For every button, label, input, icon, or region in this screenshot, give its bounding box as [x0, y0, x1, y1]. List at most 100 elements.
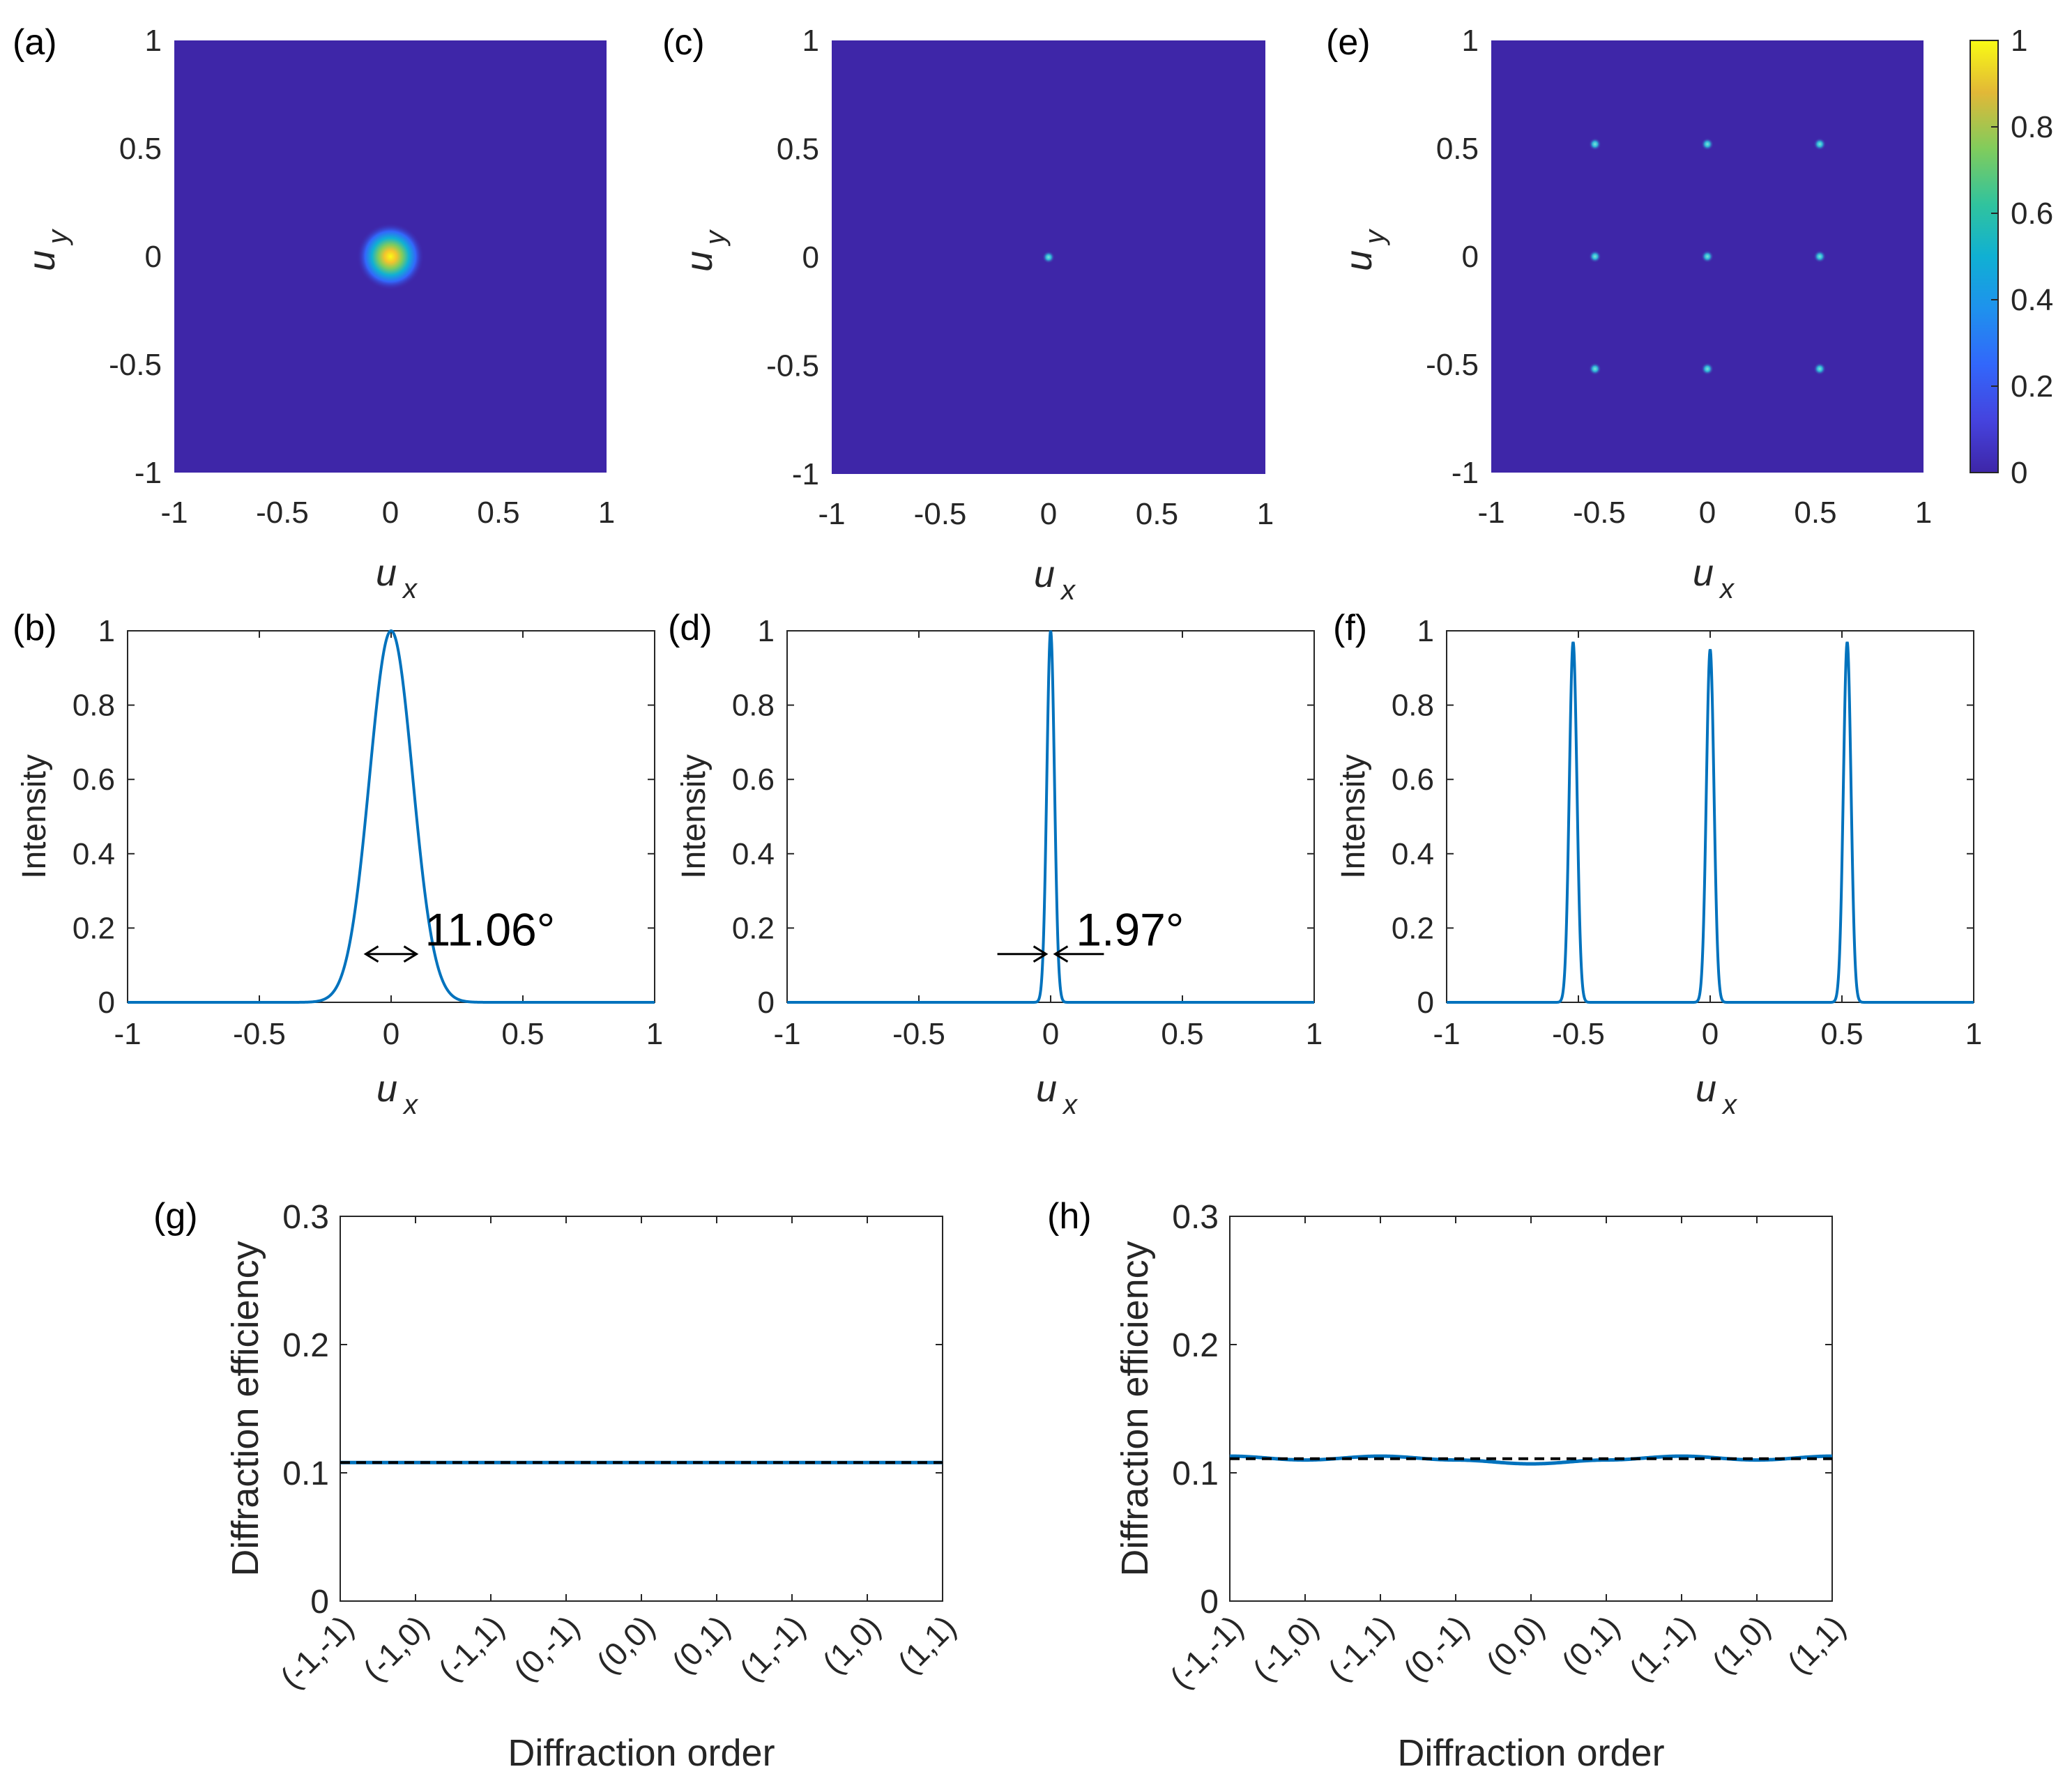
panel-label-g: (g): [153, 1196, 198, 1237]
fwhm-arrow-head-right: [403, 945, 419, 963]
intensity-curve: [128, 629, 655, 1004]
x-tick-label: (-1,0): [1246, 1608, 1325, 1688]
x-axis-label-subscript: x: [402, 574, 418, 604]
colorbar-tick-label: 1: [2011, 24, 2027, 58]
y-tick-label: 0.4: [1392, 837, 1434, 871]
y-tick-label: 0: [145, 240, 162, 274]
x-tick-label: -0.5: [1552, 1017, 1605, 1051]
y-tick-label: 0.1: [282, 1455, 329, 1492]
y-axis-label: u: [21, 250, 63, 271]
x-tick-label: (-1,1): [432, 1608, 511, 1688]
y-tick-label: 0.3: [282, 1199, 329, 1236]
x-axis-label: u: [376, 1068, 397, 1110]
y-tick-label: 1: [758, 614, 775, 648]
panel-label-e: (e): [1326, 22, 1371, 63]
efficiency-panel-h: 0 0.1 0.2 0.3 (-1,-1)(-1,0)(-1,1)(0,-1) (0,0)…: [1114, 1199, 1852, 1774]
x-tick-label: (1,0): [1705, 1608, 1777, 1681]
y-tick-label: 0.5: [1436, 132, 1479, 166]
y-tick-label: -1: [135, 456, 162, 490]
x-tick-label: 0: [1042, 1017, 1059, 1051]
x-tick-label: -1: [114, 1017, 141, 1051]
x-tick-label: -1: [160, 496, 188, 530]
x-tick-label: 0.5: [1820, 1017, 1863, 1051]
x-tick-label: 0.5: [501, 1017, 544, 1051]
y-tick-label: 0: [1417, 986, 1434, 1020]
line-panel-d: -1 -0.5 0 0.5 1 0 0.2 0.4 0.6 0.8 1 u x Intensity 1.97…: [676, 614, 1323, 1120]
x-axis-label: Diffraction order: [508, 1732, 775, 1774]
x-tick-label: (1,1): [890, 1608, 963, 1681]
x-tick-label: -1: [773, 1017, 800, 1051]
intensity-spot: [1813, 362, 1827, 376]
y-tick-label: 0.5: [777, 132, 819, 167]
x-tick-label: -0.5: [1573, 496, 1626, 530]
x-axis-label: u: [1693, 552, 1714, 594]
x-tick-label: (0,1): [1554, 1608, 1627, 1681]
intensity-spot: [1588, 250, 1601, 263]
x-tick-label: (-1,-1): [273, 1608, 360, 1695]
x-axis-label-subscript: x: [1060, 575, 1076, 606]
panel-label-h: (h): [1047, 1196, 1092, 1237]
intensity-spot: [1813, 250, 1827, 263]
x-axis-label: u: [1696, 1068, 1716, 1110]
y-axis-label-group: uy: [21, 228, 73, 271]
y-tick-label: 0.2: [282, 1327, 329, 1364]
x-tick-label: 0: [1702, 1017, 1719, 1051]
intensity-spot: [1701, 362, 1714, 376]
y-axis-label: u: [1338, 250, 1380, 271]
heatmap-panel-a: -1 -0.5 0 0.5 1-1-0.500.51u xuy: [21, 24, 615, 604]
intensity-spot: [1588, 137, 1601, 151]
y-tick-label: 0.6: [732, 763, 775, 797]
y-tick-label: -1: [792, 457, 819, 491]
efficiency-panel-g: 0 0.1 0.2 0.3 (-1,-1)(-1,0)(-1,1)(0,-1) (0,0)…: [224, 1199, 963, 1774]
intensity-spot: [1701, 137, 1714, 151]
y-tick-label: 0.8: [732, 689, 775, 723]
x-tick-label: -0.5: [914, 497, 967, 531]
y-tick-label: 0.5: [119, 132, 162, 166]
heatmap-panel-e: -1 -0.5 0 0.5 1-1-0.500.51u xuy: [1338, 24, 1932, 604]
y-axis-label: Intensity: [676, 754, 713, 879]
y-tick-label: 1: [1462, 24, 1479, 58]
colorbar-tick-label: 0: [2011, 456, 2027, 490]
intensity-spot: [1588, 362, 1601, 376]
x-tick-label: 1: [598, 496, 615, 530]
colorbar-gradient: [1970, 40, 1999, 473]
line-panel-f: -1 -0.5 0 0.5 1 0 0.2 0.4 0.6 0.8 1 u x Intensity: [1335, 614, 1982, 1120]
intensity-spot: [356, 222, 425, 291]
x-tick-label: -1: [818, 497, 845, 531]
x-tick-label: 0: [382, 496, 399, 530]
y-tick-label: -0.5: [766, 349, 819, 383]
x-tick-label: (0,-1): [507, 1608, 586, 1688]
x-tick-label: (0,0): [589, 1608, 662, 1681]
x-tick-label: (1,0): [815, 1608, 888, 1681]
fwhm-annotation: 11.06°: [425, 904, 555, 956]
y-tick-label: 0: [758, 986, 775, 1020]
panel-label-d: (d): [668, 608, 713, 648]
y-tick-label: 0: [1462, 240, 1479, 274]
panel-labels: (a) (b) (c) (d) (e) (f) (g) (h): [13, 22, 1371, 1237]
x-tick-label: (-1,0): [356, 1608, 436, 1688]
x-tick-label: 0.5: [1136, 497, 1178, 531]
y-tick-label: 0.2: [732, 911, 775, 945]
x-tick-label: (0,0): [1479, 1608, 1551, 1681]
y-tick-label: -0.5: [109, 348, 162, 382]
heatmap-panel-c: -1 -0.5 0 0.5 1-1-0.500.51u xuy: [678, 24, 1274, 606]
y-axis-label-subscript: y: [43, 228, 73, 246]
x-tick-label: 0.5: [1794, 496, 1836, 530]
y-tick-label: 0: [310, 1584, 329, 1621]
intensity-spot: [1701, 250, 1714, 263]
y-tick-label: 0.4: [73, 837, 115, 871]
x-axis-label: u: [1034, 553, 1055, 595]
y-tick-label: 0: [802, 240, 819, 275]
y-tick-label: 0: [98, 986, 115, 1020]
y-axis-label-subscript: y: [700, 229, 731, 247]
fwhm-annotation: 1.97°: [1076, 904, 1184, 956]
y-axis-label: Intensity: [16, 754, 53, 879]
y-axis-label: Diffraction efficiency: [224, 1241, 266, 1576]
x-axis-label: u: [1036, 1068, 1057, 1110]
x-axis-label-subscript: x: [1721, 1089, 1738, 1120]
x-tick-label: -1: [1433, 1017, 1460, 1051]
fwhm-arrow-head-left: [1033, 945, 1049, 963]
x-tick-label: 1: [1965, 1017, 1982, 1051]
y-tick-label: 1: [1417, 614, 1434, 648]
